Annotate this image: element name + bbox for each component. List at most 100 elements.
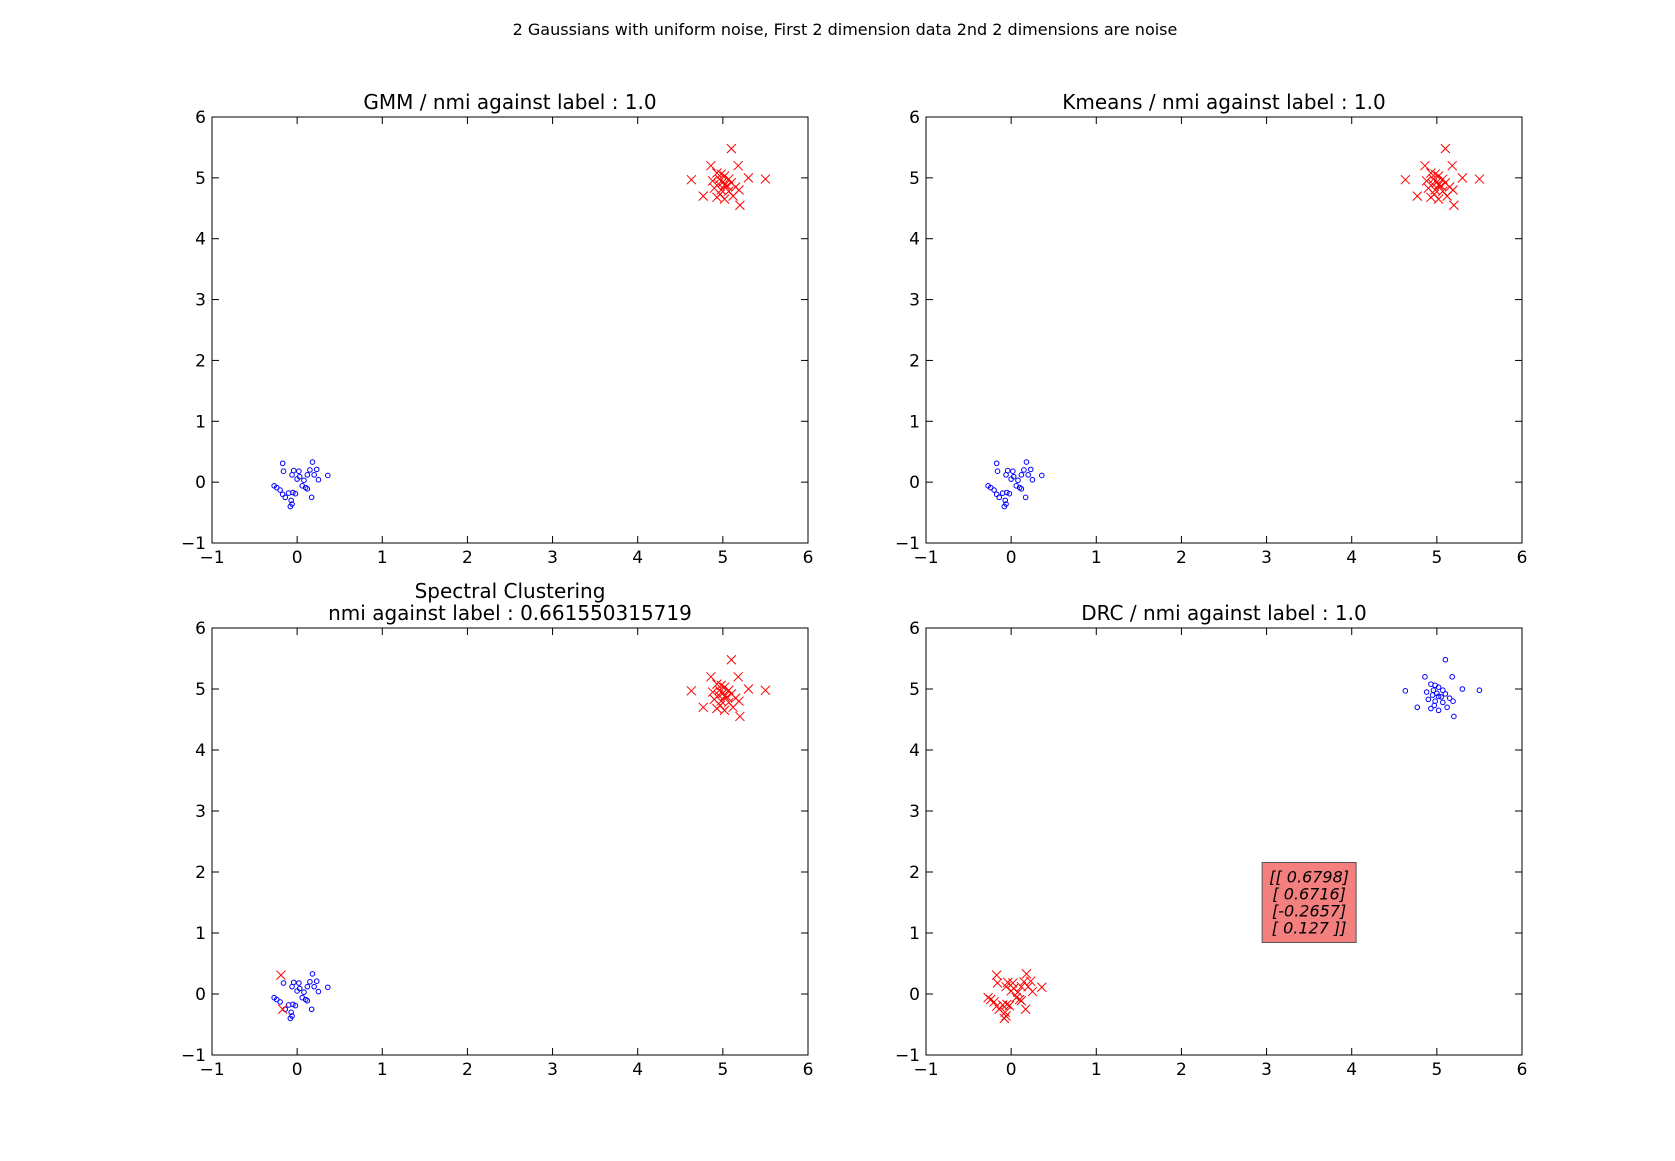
x-tick-label: 2 xyxy=(462,1060,473,1080)
data-point-circle xyxy=(1449,674,1455,680)
data-point-x xyxy=(722,180,732,191)
data-point-x xyxy=(1400,174,1411,185)
data-point-circle xyxy=(296,468,302,474)
data-point-x xyxy=(999,1013,1010,1024)
data-point-x xyxy=(728,702,738,713)
data-point-circle xyxy=(304,997,311,1004)
x-tick-label: 2 xyxy=(1176,548,1187,568)
x-tick-label: 5 xyxy=(1431,1060,1442,1080)
data-point-circle xyxy=(994,468,1001,474)
data-point-circle xyxy=(311,983,317,990)
data-point-circle xyxy=(307,467,313,473)
y-tick-label: 1 xyxy=(195,412,206,432)
subplot-title: GMM / nmi against label : 1.0 xyxy=(363,90,656,114)
y-tick-label: 3 xyxy=(195,802,206,822)
x-tick-label: 4 xyxy=(1346,1060,1357,1080)
x-tick-label: 4 xyxy=(632,548,643,568)
data-point-x xyxy=(1421,176,1432,186)
subplot-title: nmi against label : 0.661550315719 xyxy=(328,601,692,625)
data-point-circle xyxy=(1438,694,1444,700)
data-point-x xyxy=(276,970,286,980)
data-point-x xyxy=(1027,986,1038,997)
y-tick-label: 5 xyxy=(195,680,206,700)
x-tick-label: 6 xyxy=(803,548,814,568)
y-tick-label: 5 xyxy=(195,169,206,189)
data-point-circle xyxy=(301,477,307,484)
data-point-circle xyxy=(309,971,316,977)
data-point-x xyxy=(743,173,754,183)
annotation-line: [ 0.6716] xyxy=(1272,885,1346,904)
data-point-circle xyxy=(1444,704,1450,711)
x-tick-label: 0 xyxy=(1006,1060,1017,1080)
x-tick-label: 1 xyxy=(1091,1060,1102,1080)
data-point-circle xyxy=(1431,702,1438,709)
y-tick-label: 4 xyxy=(909,230,920,250)
data-point-circle xyxy=(1430,687,1437,694)
data-point-x xyxy=(719,705,730,716)
data-point-x xyxy=(722,692,732,702)
data-point-circle xyxy=(296,980,302,986)
y-tick-label: 4 xyxy=(195,741,206,761)
x-tick-label: 2 xyxy=(462,548,473,568)
annotation-line: [-0.2657] xyxy=(1272,902,1346,921)
data-point-circle xyxy=(1402,688,1409,694)
data-point-circle xyxy=(1023,459,1030,465)
subplot-4: DRC / nmi against label : 1.0 −1 0 1 2 3 4 5 6 −1… xyxy=(895,601,1527,1080)
data-point-circle xyxy=(1428,705,1434,712)
data-point-x xyxy=(733,160,744,171)
y-tick-label: −1 xyxy=(181,1046,206,1066)
data-point-x xyxy=(1020,1004,1031,1015)
data-point-circle xyxy=(1038,472,1045,479)
data-point-circle xyxy=(1414,704,1421,711)
x-tick-label: 6 xyxy=(803,1060,814,1080)
data-point-x xyxy=(743,684,754,694)
data-point-x xyxy=(719,691,730,702)
axes-frame xyxy=(925,116,1523,544)
figure-title: 2 Gaussians with uniform noise, First 2 … xyxy=(513,20,1178,39)
data-point-circle xyxy=(1422,674,1428,680)
y-tick-label: 1 xyxy=(909,924,920,944)
y-tick-label: 4 xyxy=(195,230,206,250)
data-point-circle xyxy=(277,999,283,1005)
data-point-circle xyxy=(1018,486,1025,492)
subplot-title: DRC / nmi against label : 1.0 xyxy=(1081,601,1366,625)
axes-frame xyxy=(211,116,809,544)
data-point-x xyxy=(733,671,744,682)
data-point-x xyxy=(707,176,718,186)
data-point-x xyxy=(1433,180,1444,191)
data-point-x xyxy=(277,1004,288,1015)
annotation-box xyxy=(1261,862,1357,943)
data-point-circle xyxy=(1423,689,1430,695)
subplots-group: GMM / nmi against label : 1.0 −1 0 1 2 3 4 5 6 −1… xyxy=(181,90,1527,1080)
data-point-circle xyxy=(282,494,289,501)
data-point-circle xyxy=(280,468,287,474)
data-point-x xyxy=(760,174,771,184)
x-tick-label: 6 xyxy=(1517,548,1528,568)
data-point-x xyxy=(1440,143,1451,154)
y-tick-label: −1 xyxy=(181,534,206,554)
data-point-circle xyxy=(1006,490,1013,497)
data-point-x xyxy=(726,143,737,154)
data-point-x xyxy=(707,687,718,697)
data-point-circle xyxy=(324,984,331,991)
data-point-x xyxy=(719,194,730,205)
y-tick-label: 3 xyxy=(195,291,206,311)
y-tick-label: 3 xyxy=(909,291,920,311)
data-point-circle xyxy=(304,486,311,492)
x-tick-label: 0 xyxy=(292,1060,303,1080)
x-tick-label: 3 xyxy=(547,548,558,568)
x-tick-label: −1 xyxy=(199,1060,224,1080)
annotation-line: [[ 0.6798] xyxy=(1269,868,1349,887)
data-point-circle xyxy=(308,494,315,501)
data-point-x xyxy=(1436,180,1446,191)
y-tick-label: 6 xyxy=(195,108,206,128)
data-point-x xyxy=(1457,173,1468,183)
data-point-circle xyxy=(1476,687,1483,694)
subplot-title: Spectral Clustering xyxy=(415,579,606,603)
data-point-circle xyxy=(307,979,313,985)
data-point-circle xyxy=(324,472,331,479)
data-point-x xyxy=(991,970,1002,980)
